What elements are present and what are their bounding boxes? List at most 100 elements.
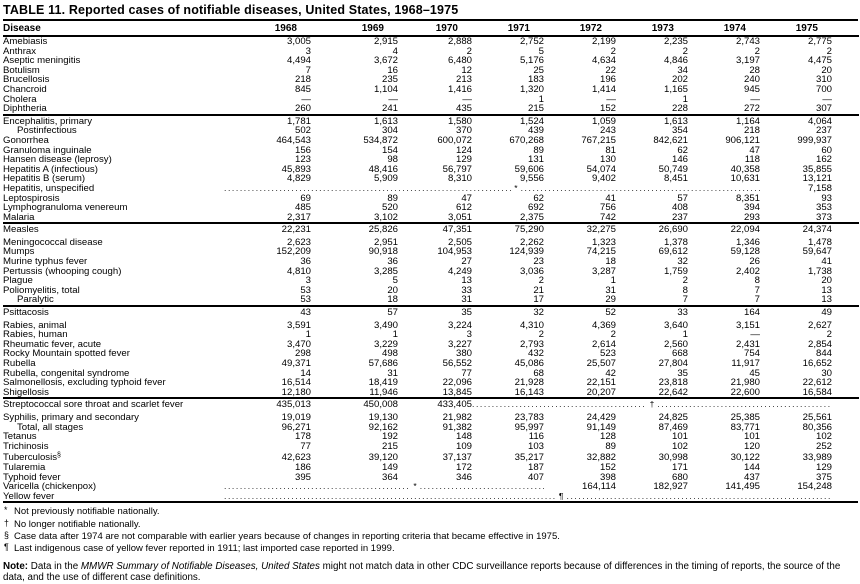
value-cell: 37,137 bbox=[442, 452, 472, 464]
dotted-leader-cell: ........................................… bbox=[224, 482, 544, 492]
value-cell: 16,143 bbox=[514, 386, 544, 398]
value-cell: 2,317 bbox=[286, 211, 311, 223]
value-cell: 182,927 bbox=[653, 481, 688, 493]
disease-label: Tetanus bbox=[3, 432, 37, 442]
column-header-year: 1970 bbox=[398, 21, 472, 37]
value-cell: 767,215 bbox=[581, 134, 616, 146]
disease-label: Rabies, animal bbox=[3, 319, 67, 331]
value-cell: — bbox=[462, 93, 472, 105]
value-cell: 1 bbox=[538, 93, 544, 105]
disease-label: Pertussis (whooping cough) bbox=[3, 266, 122, 277]
value-cell: 50,749 bbox=[658, 163, 688, 175]
value-cell: 20 bbox=[821, 275, 832, 287]
value-cell: 7 bbox=[305, 64, 311, 76]
table-row: Shigellosis 12,180 11,946 13,845 16,143 20,20… bbox=[3, 388, 859, 399]
value-cell: 3,229 bbox=[373, 338, 398, 350]
table-row: Typhoid fever 395 364 346 407 398 680 437 375 bbox=[3, 472, 859, 483]
footnote: ¶ Last indigenous case of yellow fever re… bbox=[4, 542, 858, 554]
value-cell: 2,627 bbox=[807, 319, 832, 331]
value-cell: 26 bbox=[749, 256, 760, 268]
value-cell: 59,647 bbox=[802, 246, 832, 258]
value-cell: 120 bbox=[743, 440, 760, 452]
value-cell: 520 bbox=[381, 202, 398, 214]
value-cell: 192 bbox=[381, 431, 398, 443]
value-cell: 27 bbox=[461, 256, 472, 268]
value-cell: 2 bbox=[610, 329, 616, 341]
value-cell: — bbox=[750, 329, 760, 341]
value-cell: 1,524 bbox=[472, 113, 544, 127]
value-cell: 370 bbox=[455, 125, 472, 137]
table-row: Yellow fever............................… bbox=[3, 492, 859, 502]
value-cell: 502 bbox=[294, 125, 311, 137]
value-cell: 35 bbox=[398, 305, 472, 318]
value-cell: 101 bbox=[671, 431, 688, 443]
value-cell: 104,953 bbox=[437, 246, 472, 258]
value-cell: 49,371 bbox=[281, 358, 311, 369]
value-cell: 237 bbox=[671, 211, 688, 223]
value-cell: 23,818 bbox=[658, 377, 688, 389]
value-cell: 1,478 bbox=[807, 236, 832, 248]
table-row: Tuberculosis§ 42,623 39,120 37,137 35,217 32,… bbox=[3, 451, 859, 463]
value-cell: 59,128 bbox=[730, 246, 760, 258]
leader-marker: † bbox=[649, 400, 655, 410]
value-cell: 298 bbox=[294, 348, 311, 360]
value-cell: 187 bbox=[527, 461, 544, 473]
value-cell: 152 bbox=[599, 103, 616, 115]
value-cell: 700 bbox=[815, 83, 832, 95]
table-row: Plague 3 5 13 2 1 2 8 20 bbox=[3, 276, 859, 286]
value-cell: 77 bbox=[300, 440, 311, 452]
value-cell: 6,480 bbox=[447, 55, 472, 67]
leader-marker: ¶ bbox=[558, 491, 564, 501]
value-cell: 408 bbox=[671, 202, 688, 214]
value-cell: 45,893 bbox=[281, 163, 311, 175]
value-cell: 98 bbox=[387, 154, 398, 166]
value-cell: 40,358 bbox=[730, 163, 760, 175]
value-cell: 196 bbox=[599, 74, 616, 86]
value-cell: 22,096 bbox=[442, 377, 472, 389]
value-cell: 7 bbox=[754, 294, 760, 306]
value-cell: 11,917 bbox=[731, 358, 760, 369]
value-cell: 52 bbox=[544, 305, 616, 318]
page-title: TABLE 11. Reported cases of notifiable d… bbox=[3, 2, 858, 21]
dotted-leader: ........................................… bbox=[224, 491, 832, 501]
value-cell: 164 bbox=[688, 305, 760, 318]
value-cell: 432 bbox=[527, 348, 544, 360]
value-cell: 42 bbox=[605, 367, 616, 379]
value-cell: 14 bbox=[300, 367, 311, 379]
disease-label: Mumps bbox=[3, 247, 35, 258]
value-cell: 21 bbox=[533, 284, 544, 296]
value-cell: 612 bbox=[455, 202, 472, 214]
value-cell: 95,997 bbox=[514, 421, 544, 433]
value-cell: 31 bbox=[387, 367, 398, 379]
value-cell: 56,552 bbox=[442, 358, 472, 369]
footnote-marker: § bbox=[4, 529, 9, 540]
disease-label: Rubella bbox=[3, 359, 36, 369]
table-row: Hansen disease (leprosy) 123 98 129 131 130 14… bbox=[3, 155, 859, 165]
value-cell: 1 bbox=[610, 275, 616, 287]
value-cell: 18,419 bbox=[368, 377, 398, 389]
value-cell: 3,287 bbox=[591, 265, 616, 277]
value-cell: 62 bbox=[677, 144, 688, 156]
footnote-reference: § bbox=[57, 452, 61, 460]
value-cell: 2 bbox=[754, 45, 760, 57]
value-cell: 129 bbox=[455, 154, 472, 166]
value-cell: — bbox=[822, 93, 832, 105]
value-cell: 13 bbox=[461, 275, 472, 287]
footnote-text: Not previously notifiable nationally. bbox=[14, 506, 160, 518]
column-header-year: 1974 bbox=[688, 21, 760, 37]
value-cell: 91,382 bbox=[442, 421, 472, 433]
disease-label: Hepatitis B (serum) bbox=[3, 174, 86, 184]
value-cell: 36 bbox=[300, 256, 311, 268]
value-cell: 1 bbox=[305, 329, 311, 341]
value-cell: 129 bbox=[815, 461, 832, 473]
value-cell: 152,209 bbox=[276, 246, 311, 258]
value-cell: 101 bbox=[743, 431, 760, 443]
disease-label: Yellow fever bbox=[3, 491, 55, 502]
value-cell: 3,591 bbox=[286, 319, 311, 331]
value-cell: 3,470 bbox=[286, 338, 311, 350]
table-section: Streptococcal sore throat and scarlet fe… bbox=[3, 397, 859, 502]
value-cell: 83,771 bbox=[730, 421, 760, 433]
value-cell: 62 bbox=[533, 192, 544, 204]
value-cell: 56,797 bbox=[442, 163, 472, 175]
disease-label: Murine typhus fever bbox=[3, 257, 88, 267]
